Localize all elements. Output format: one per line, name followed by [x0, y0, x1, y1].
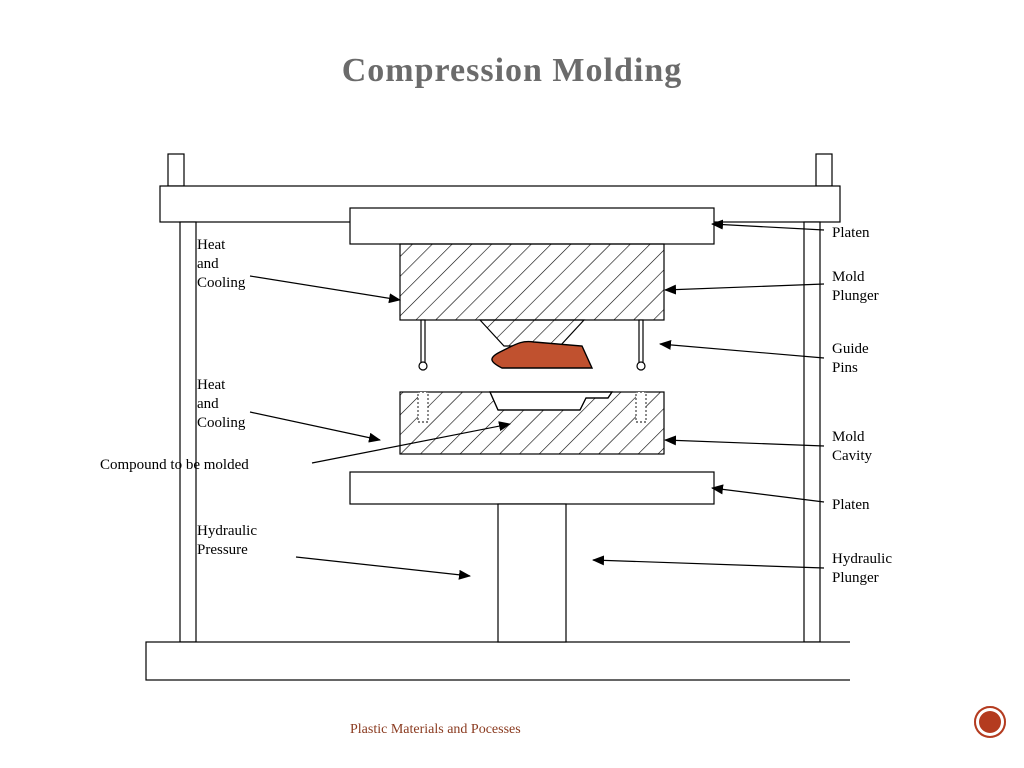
footer-text: Plastic Materials and Pocesses	[350, 722, 521, 738]
label-hc1: HeatandCooling	[197, 236, 245, 292]
label-platen_b: Platen	[832, 496, 870, 515]
label-platen_t: Platen	[832, 224, 870, 243]
compression-molding-diagram	[140, 140, 850, 720]
label-hplunger: HydraulicPlunger	[832, 550, 892, 588]
label-hp: HydraulicPressure	[197, 522, 257, 560]
label-gpins: GuidePins	[832, 340, 869, 378]
label-hc2: HeatandCooling	[197, 376, 245, 432]
slide-badge-icon	[974, 706, 1006, 738]
label-comp: Compound to be molded	[100, 456, 249, 475]
label-cavity: MoldCavity	[832, 428, 872, 466]
page-title: Compression Molding	[0, 52, 1024, 90]
label-plunger: MoldPlunger	[832, 268, 879, 306]
